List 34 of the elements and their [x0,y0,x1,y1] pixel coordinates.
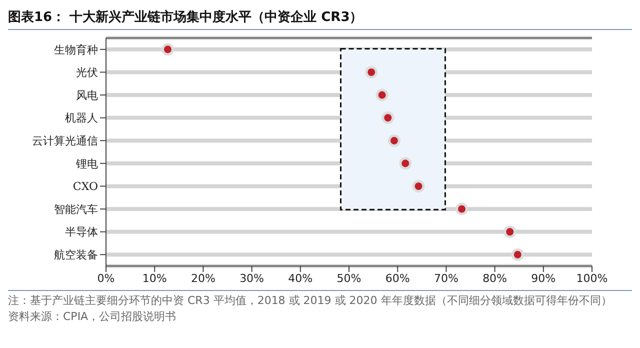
chart-title: 图表16： 十大新兴产业链市场集中度水平（中资企业 CR3） [8,8,632,30]
x-tick-label: 0% [97,272,115,285]
point [399,157,412,170]
text: 注：基于产业链主要细分环节的中资 CR3 平均值，2018 或 2019 或 2020 年年度数据（不同细分领域数据可得年份不同） [8,293,613,309]
point [412,180,425,192]
point [456,202,468,216]
x-tick-label: 60% [385,272,410,285]
point [161,43,174,56]
x-tick-label: 100% [576,272,608,285]
y-tick-label: CXO [72,180,98,194]
x-tick-label: 20% [190,272,216,285]
x-tick-label: 90% [531,272,556,285]
text: 资料来源：CPIA，公司招股说明书 [8,309,178,325]
y-tick-label: 云计算光通信 [32,134,98,148]
y-tick-label: 机器人 [65,112,98,125]
y-tick-label: 生物育种 [54,43,98,56]
x-tick-label: 10% [142,272,167,285]
y-tick-label: 锂电 [75,157,98,170]
x-tick-label: 50% [336,272,362,285]
y-tick-label: 航空装备 [54,248,98,262]
point [504,226,516,238]
point [376,88,388,102]
x-tick-label: 30% [240,272,264,285]
point [382,112,394,124]
point [511,248,524,261]
x-tick-label: 40% [288,272,313,285]
y-tick-label: 智能汽车 [54,202,98,216]
point [365,66,378,78]
y-tick-label: 风电 [76,88,98,102]
y-tick-label: 光伏 [76,66,98,80]
x-tick-label: 80% [482,272,508,285]
y-tick-label: 半导体 [65,226,98,239]
x-tick-label: 70% [434,272,458,285]
point [388,134,400,147]
